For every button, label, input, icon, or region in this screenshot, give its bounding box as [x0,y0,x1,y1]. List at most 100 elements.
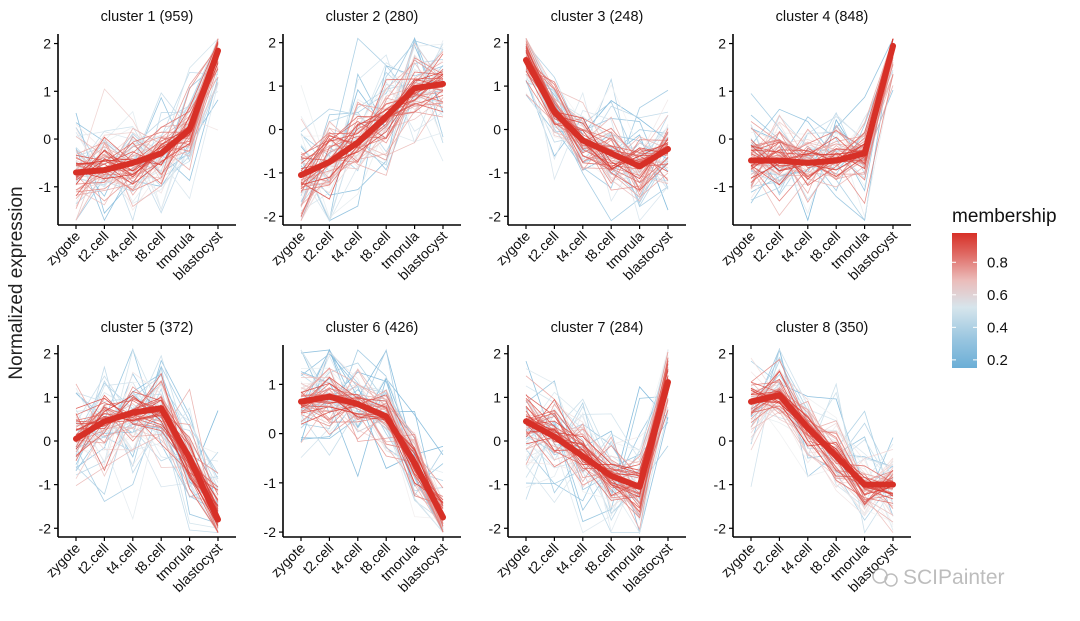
legend-tick-label: 0.4 [987,319,1008,336]
centroid-point [73,436,79,442]
watermark: SCIPainter [872,566,1005,589]
member-line [750,73,894,219]
y-tick-label: 0 [493,433,501,449]
panel-title: cluster 4 (848) [776,9,869,25]
y-tick-label: 0 [43,131,51,147]
y-tick-label: -1 [714,477,727,493]
y-tick-label: 1 [493,78,501,94]
legend-colorbar [952,233,977,368]
centroid-point [215,516,221,523]
y-tick-label: 2 [718,36,726,52]
x-tick-label: zygote [493,540,534,581]
centroid-point [748,157,754,164]
legend-title: membership [952,206,1057,227]
centroid-point [862,482,868,488]
centroid-point [73,169,79,176]
centroid-line [748,42,896,166]
member-line [75,381,219,491]
centroid-point [833,157,839,164]
x-tick-label: t4.cell [778,540,815,577]
centroid-line [298,80,446,179]
member-line [300,98,444,222]
centroid-point [355,401,361,407]
member-line [300,62,444,184]
legend-tick-label: 0.2 [987,352,1008,369]
centroid-point [440,514,446,520]
centroid-point [326,159,332,165]
member-line [75,41,219,185]
centroid-point [440,81,446,87]
centroid-point [298,399,304,405]
member-lines [525,38,669,222]
y-tick-label: -1 [489,477,502,493]
x-tick-label: t4.cell [553,540,590,577]
panel-3: cluster 3 (248) -2 -1 0 1 2 zygotet2.cellt4.ce… [489,9,686,283]
panel-title: cluster 1 (959) [101,9,194,25]
x-tick-label: t2.cell [749,228,786,265]
centroid-point [130,410,136,416]
centroid-point [412,460,418,466]
watermark-text: SCIPainter [903,566,1005,589]
centroid-point [551,109,558,115]
centroid-point [805,425,811,431]
member-line [525,68,669,181]
centroid-point [890,482,896,488]
centroid-line [73,47,221,176]
member-line [750,347,894,517]
centroid-point [383,113,389,120]
member-line [300,68,444,219]
centroid-point [608,150,614,156]
x-tick-label: zygote [43,540,84,581]
member-line [300,46,444,221]
y-tick-label: -2 [714,520,727,536]
x-tick-label: t4.cell [103,228,140,265]
x-tick-label: t2.cell [299,228,336,265]
member-line [300,405,444,515]
panel-8: cluster 8 (350) -2 -1 0 1 2 zygotet2.cellt4.ce… [714,320,911,595]
y-tick-label: -1 [264,475,277,491]
x-tick-label: t4.cell [328,228,365,265]
centroid-point [748,399,754,405]
member-lines [75,348,219,534]
legend: membership 0.8 0.6 0.4 0.2 [952,206,1057,369]
chat-bubble-icon [884,573,898,587]
centroid-point [833,453,839,459]
y-tick-label: 1 [268,376,276,392]
member-line [300,97,444,159]
member-line [75,398,219,495]
y-tick-label: 1 [268,78,276,94]
y-tick-label: -1 [714,179,727,195]
x-tick-label: t2.cell [74,228,111,265]
y-tick-label: -2 [489,520,502,536]
member-line [525,376,669,471]
member-line [525,94,669,189]
panel-2: cluster 2 (280) -2 -1 0 1 2 zygotet2.cellt4.ce… [264,9,461,283]
y-tick-label: 1 [43,389,51,405]
x-tick-label: t4.cell [328,540,365,577]
member-line [300,73,444,200]
member-line [750,388,894,523]
centroid-point [383,413,389,419]
centroid-point [158,405,164,411]
x-tick-label: t2.cell [74,540,111,577]
x-tick-label: zygote [493,228,534,269]
member-line [525,55,669,191]
y-tick-label: 0 [268,426,276,442]
centroid-point [523,418,529,424]
panel-1: cluster 1 (959) -1 0 1 2 zygotet2.cellt4.cell… [39,9,236,283]
x-tick-label: zygote [43,228,84,269]
x-tick-label: t2.cell [524,540,561,577]
y-tick-label: -1 [489,165,502,181]
member-line [300,54,444,185]
y-tick-label: -2 [39,520,52,536]
member-line [300,393,444,533]
centroid-point [890,43,896,49]
legend-tick-label: 0.8 [987,254,1008,271]
x-tick-label: t2.cell [524,228,561,265]
y-tick-label: 1 [493,389,501,405]
centroid-point [187,455,193,462]
member-line [750,38,894,155]
member-line [75,67,219,208]
x-tick-label: t4.cell [778,228,815,265]
